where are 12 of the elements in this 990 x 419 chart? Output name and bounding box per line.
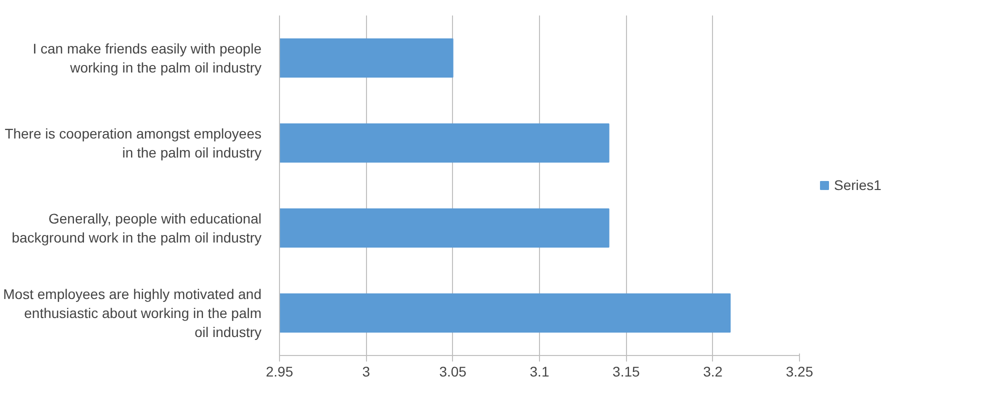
y-tick-label: Most employees are highly motivated and enthusiastic about working in the palm oil industry [3,286,262,340]
x-tick-label: 3.1 [530,364,550,380]
x-tick-label: 3 [362,364,370,380]
x-tick-label: 3.05 [439,364,467,380]
y-tick-label: Generally, people with educational background work in the palm oil industry [12,210,262,246]
x-tick-label: 3.2 [703,364,723,380]
x-tick-label: 3.15 [612,364,640,380]
y-tick-label: I can make friends easily with people working in the palm oil industry [32,40,262,76]
y-tick-label: There is cooperation amongst employees in the palm oil industry [4,125,262,161]
legend-label: Series1 [834,177,882,193]
x-tick-label: 2.95 [266,364,294,380]
x-tick-label: 3.25 [786,364,814,380]
